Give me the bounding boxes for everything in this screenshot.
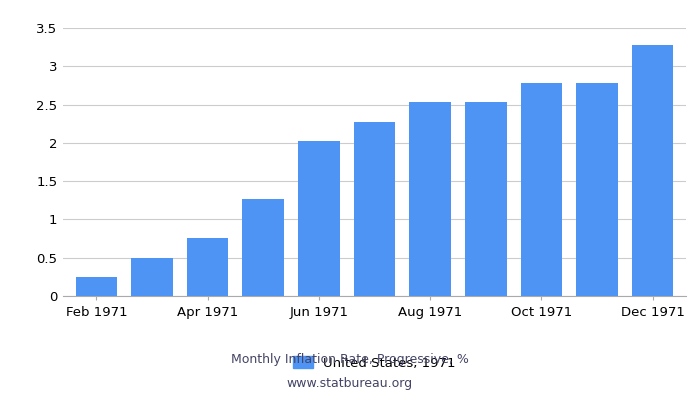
Text: www.statbureau.org: www.statbureau.org bbox=[287, 378, 413, 390]
Bar bbox=[521, 83, 562, 296]
Bar bbox=[465, 102, 507, 296]
Bar bbox=[354, 122, 395, 296]
Bar bbox=[298, 140, 340, 296]
Text: Monthly Inflation Rate, Progressive, %: Monthly Inflation Rate, Progressive, % bbox=[231, 354, 469, 366]
Bar bbox=[410, 102, 451, 296]
Bar bbox=[576, 83, 618, 296]
Bar bbox=[76, 277, 117, 296]
Bar bbox=[187, 238, 228, 296]
Bar bbox=[242, 199, 284, 296]
Bar bbox=[131, 258, 173, 296]
Bar bbox=[632, 45, 673, 296]
Legend: United States, 1971: United States, 1971 bbox=[288, 351, 461, 375]
